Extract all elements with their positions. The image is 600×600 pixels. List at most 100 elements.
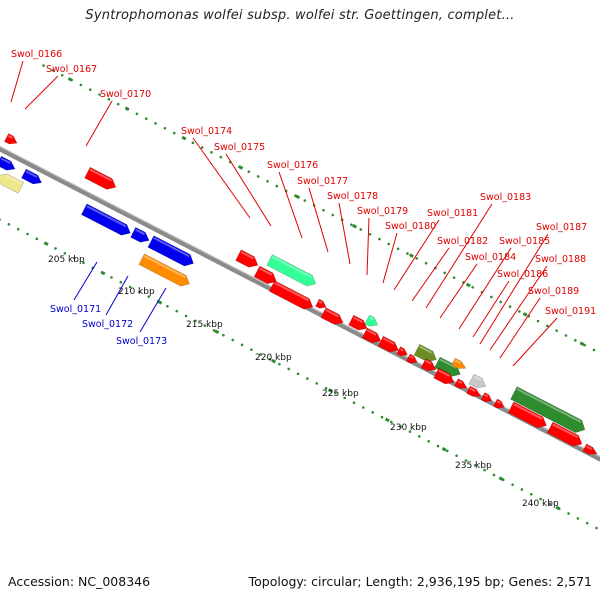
outer-tick-dot — [520, 488, 524, 491]
cds-feature[interactable] — [413, 343, 437, 363]
outer-tick-dot — [315, 382, 318, 385]
gene-label[interactable]: Swol_0166 — [11, 49, 62, 60]
cds-feature[interactable] — [0, 155, 16, 171]
gene-leader-line — [439, 263, 478, 319]
cds-feature[interactable] — [0, 173, 25, 194]
cds-feature[interactable] — [507, 401, 547, 429]
cds-feature[interactable] — [80, 203, 131, 236]
outer-tick-major — [271, 358, 277, 364]
outer-tick-major — [327, 388, 333, 393]
gene-label[interactable]: Swol_0187 — [536, 222, 587, 233]
gene-leader-line — [10, 60, 24, 103]
cds-feature[interactable] — [468, 373, 487, 389]
cds-feature[interactable] — [3, 133, 18, 145]
gene-label[interactable]: Swol_0180 — [385, 221, 436, 232]
gene-label[interactable]: Swol_0183 — [480, 192, 531, 203]
inner-tick-dot — [331, 213, 335, 217]
gene-label[interactable]: Swol_0189 — [528, 286, 579, 297]
cds-feature[interactable] — [480, 392, 493, 403]
inner-tick-dot — [266, 179, 269, 183]
gene-leader-line — [24, 75, 59, 110]
inner-tick-dot — [256, 175, 260, 178]
inner-tick-dot — [303, 199, 307, 202]
cds-feature[interactable] — [364, 314, 379, 327]
gene-leader-line — [192, 137, 251, 219]
cds-feature[interactable] — [268, 280, 314, 310]
gene-label[interactable]: Swol_0181 — [427, 208, 478, 219]
gene-leader-line — [499, 297, 541, 359]
gene-leader-line — [425, 203, 493, 309]
outer-tick-dot — [72, 256, 76, 260]
cds-feature[interactable] — [361, 327, 382, 344]
gene-label[interactable]: Swol_0185 — [499, 236, 550, 247]
gene-label[interactable]: Swol_0177 — [297, 176, 348, 187]
inner-tick-dot — [350, 223, 353, 226]
gene-leader-line — [139, 287, 167, 333]
cds-feature[interactable] — [546, 421, 583, 447]
cds-feature[interactable] — [396, 346, 408, 357]
cds-feature[interactable] — [420, 358, 437, 372]
gene-label[interactable]: Swol_0176 — [267, 160, 318, 171]
inner-tick-dot — [546, 324, 549, 328]
scale-label: 240 kbp — [522, 499, 559, 509]
cds-feature[interactable] — [377, 335, 399, 353]
gene-label[interactable]: Swol_0173 — [116, 336, 167, 347]
accession-text: Accession: NC_008346 — [8, 574, 151, 589]
cds-feature[interactable] — [320, 307, 344, 325]
gene-label[interactable]: Swol_0171 — [50, 304, 101, 315]
inner-tick-dot — [424, 261, 428, 265]
outer-tick-dot — [371, 411, 374, 414]
cds-feature[interactable] — [84, 166, 117, 190]
inner-tick-dot — [51, 69, 55, 72]
gene-leader-line — [308, 187, 329, 253]
inner-tick-dot — [172, 131, 176, 135]
inner-tick-dot — [359, 228, 363, 231]
cds-feature[interactable] — [582, 443, 598, 455]
cds-feature[interactable] — [465, 385, 482, 397]
cds-feature-shine — [496, 400, 501, 404]
outer-tick-dot — [128, 285, 132, 289]
scale-label: 205 kbp — [48, 255, 85, 265]
cds-feature[interactable] — [130, 226, 150, 243]
outer-tick-dot — [250, 348, 253, 351]
cds-feature[interactable] — [405, 353, 418, 364]
gene-leader-line — [393, 219, 440, 291]
gene-label[interactable]: Swol_0179 — [357, 206, 408, 217]
gene-label[interactable]: Swol_0182 — [437, 236, 488, 247]
cds-feature[interactable] — [433, 367, 455, 385]
cds-feature[interactable] — [315, 298, 327, 309]
cds-feature[interactable] — [138, 253, 191, 287]
genome-backbone — [0, 146, 600, 462]
cds-feature-shine — [366, 329, 377, 336]
cds-feature[interactable] — [253, 265, 277, 285]
gene-label[interactable]: Swol_0178 — [327, 191, 378, 202]
gene-label[interactable]: Swol_0188 — [535, 254, 586, 265]
gene-label[interactable]: Swol_0172 — [82, 319, 133, 330]
inner-tick-dot — [98, 93, 101, 96]
gene-label[interactable]: Swol_0184 — [465, 252, 516, 263]
cds-feature-shine — [353, 316, 363, 323]
outer-tick-major — [214, 329, 220, 335]
gene-label[interactable]: Swol_0174 — [181, 126, 232, 137]
inner-tick-dot — [564, 334, 568, 337]
cds-feature[interactable] — [21, 168, 43, 185]
cds-feature[interactable] — [147, 235, 194, 267]
cds-feature[interactable] — [451, 357, 467, 369]
gene-label[interactable]: Swol_0167 — [46, 64, 97, 75]
cds-feature-shine — [274, 282, 309, 302]
outer-tick-dot — [278, 362, 281, 366]
scale-label: 210 kbp — [118, 287, 155, 297]
cds-feature[interactable] — [453, 378, 468, 389]
gene-label[interactable]: Swol_0170 — [100, 89, 151, 100]
cds-feature[interactable] — [510, 386, 586, 434]
gene-label[interactable]: Swol_0175 — [214, 142, 265, 153]
cds-feature[interactable] — [493, 398, 505, 409]
gene-label[interactable]: Swol_0191 — [545, 306, 596, 317]
cds-feature[interactable] — [348, 314, 368, 331]
outer-tick-dot — [35, 237, 39, 241]
cds-feature-shine — [552, 423, 579, 439]
inner-tick-dot — [583, 343, 586, 347]
cds-feature[interactable] — [266, 254, 317, 287]
cds-feature[interactable] — [235, 249, 259, 268]
